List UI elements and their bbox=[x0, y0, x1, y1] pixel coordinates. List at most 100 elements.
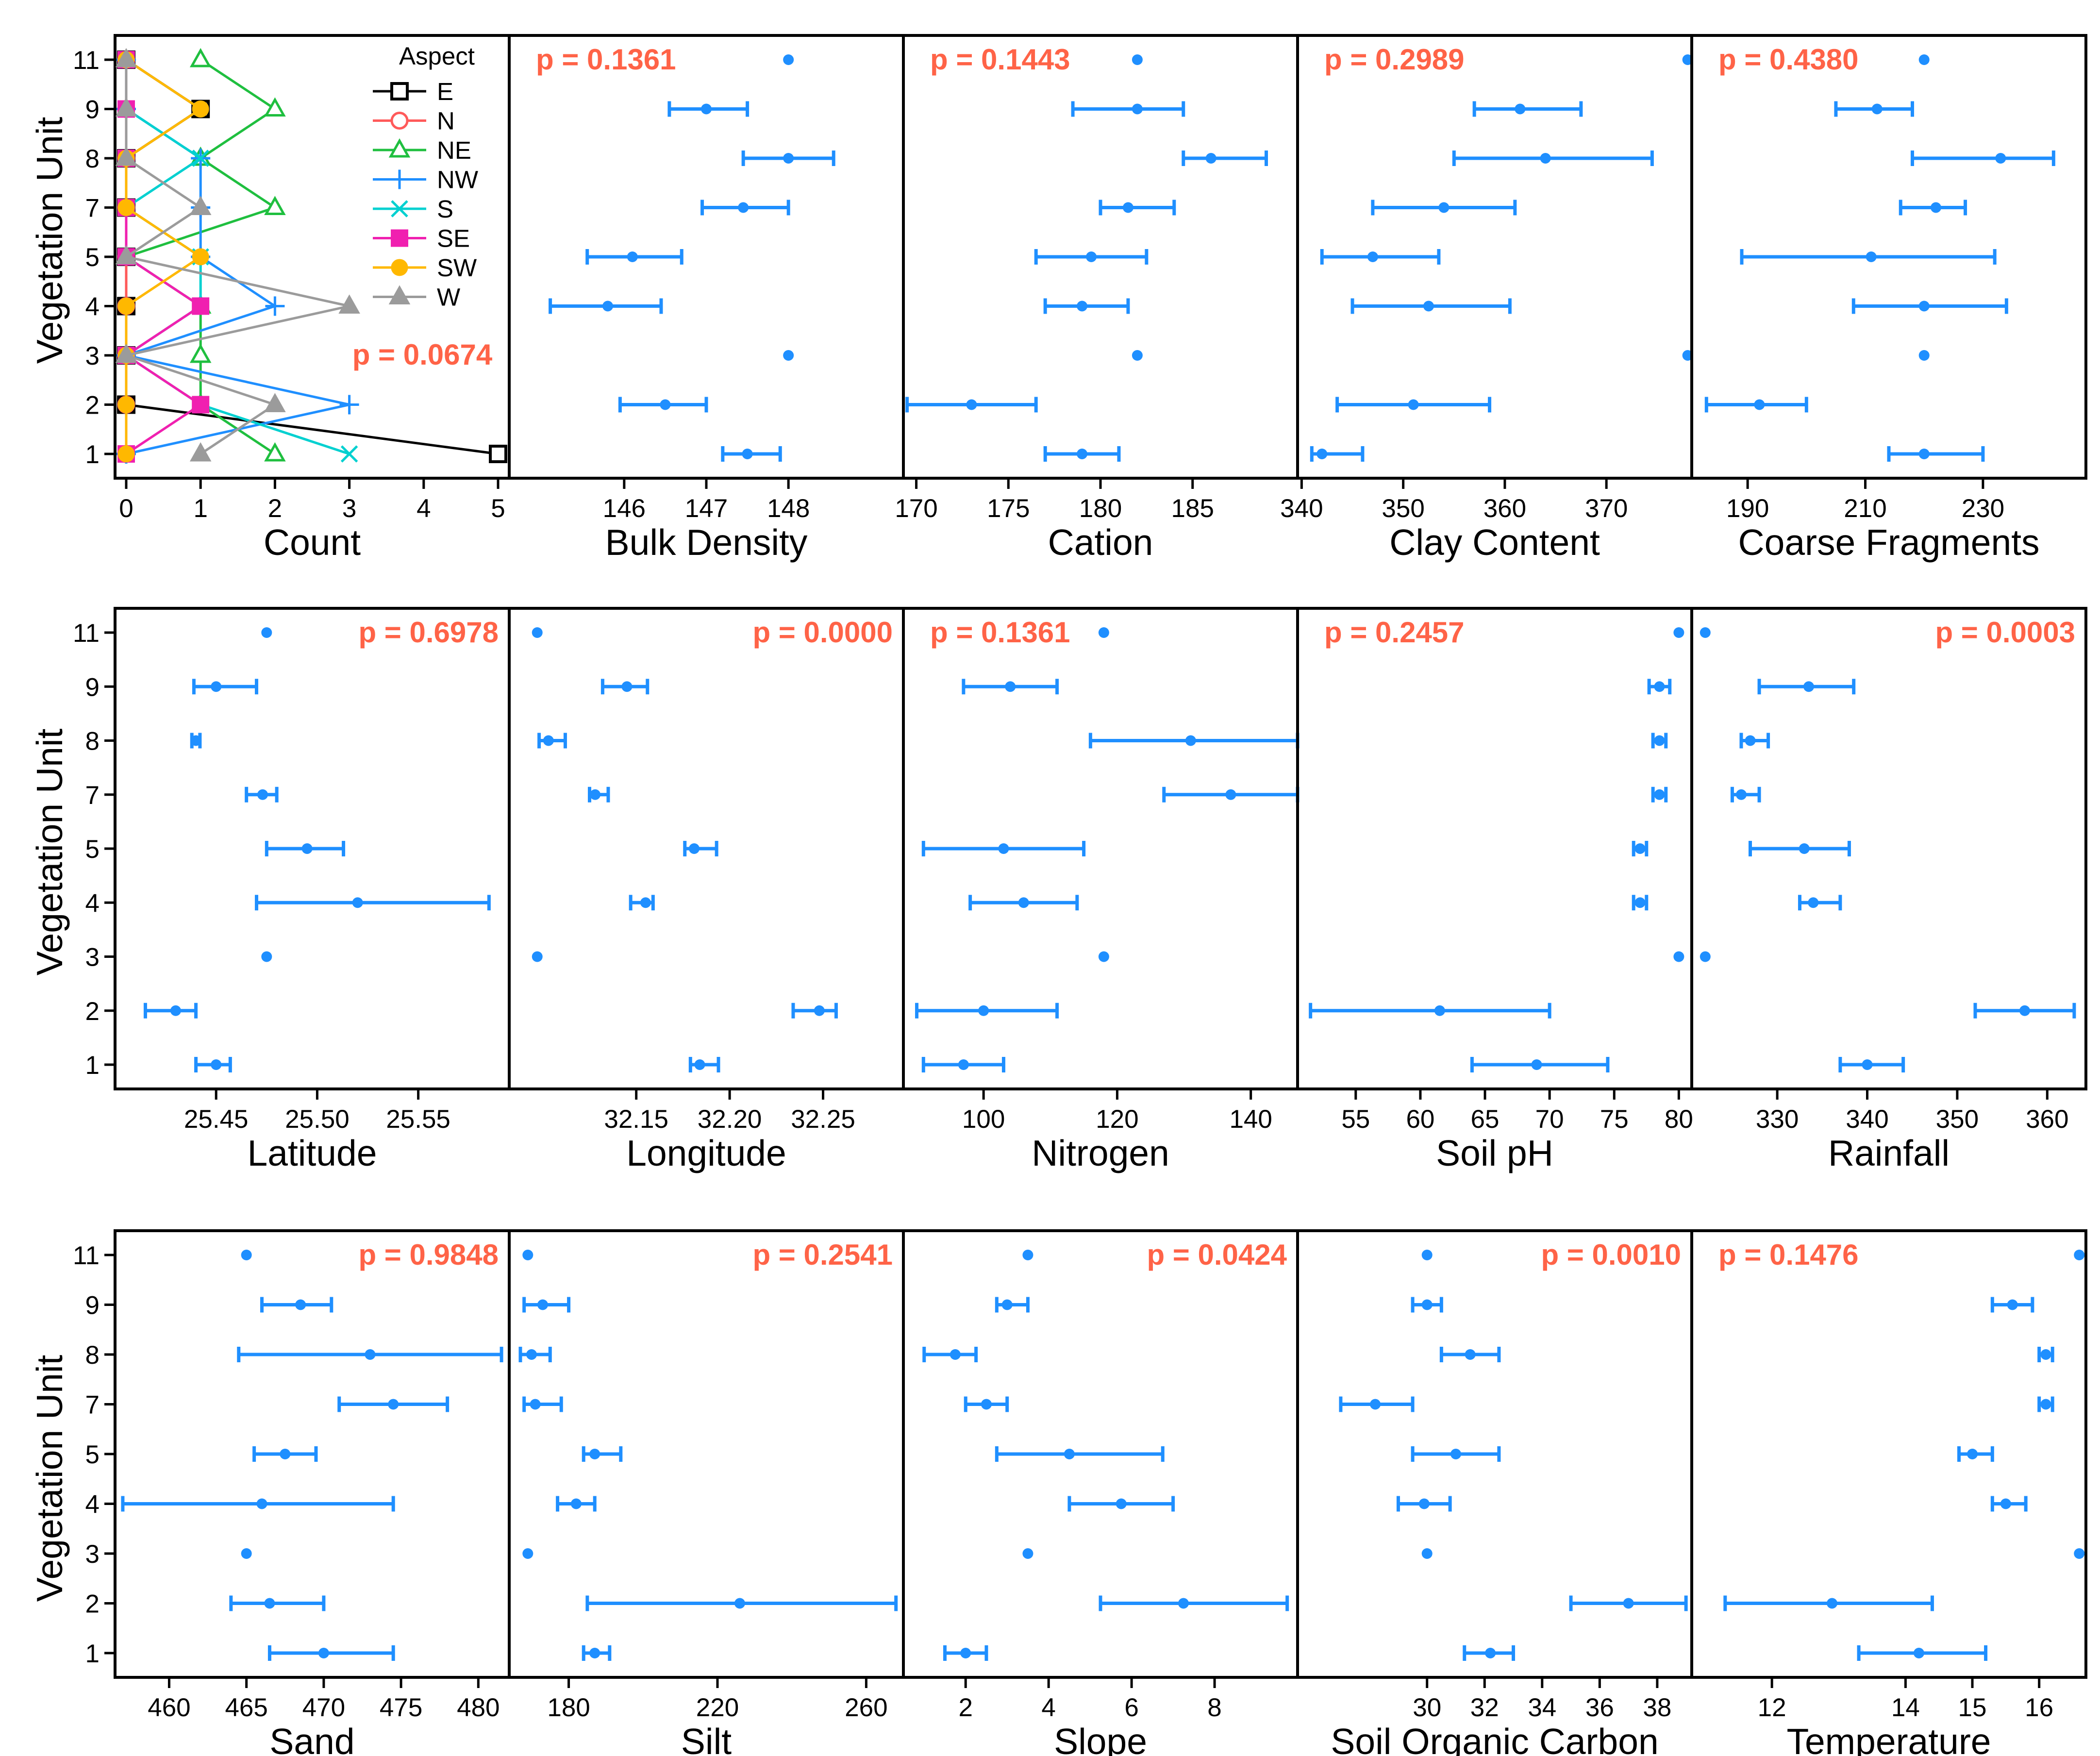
mean-point bbox=[1086, 251, 1097, 262]
x-tick-label: 460 bbox=[148, 1693, 190, 1722]
x-tick-label: 60 bbox=[1406, 1105, 1434, 1134]
series-marker-nw bbox=[265, 296, 285, 316]
mean-point bbox=[734, 1598, 745, 1609]
y-tick-label: 9 bbox=[85, 673, 100, 702]
x-tick-label: 260 bbox=[845, 1693, 887, 1722]
x-tick-label: 14 bbox=[1891, 1693, 1920, 1722]
p-value-label: p = 0.1443 bbox=[930, 43, 1070, 76]
p-value-label: p = 0.1476 bbox=[1718, 1238, 1859, 1271]
x-tick-label: 25.55 bbox=[386, 1105, 450, 1134]
y-tick-label: 7 bbox=[85, 194, 100, 223]
mean-point bbox=[241, 1548, 252, 1559]
y-tick-label: 7 bbox=[85, 781, 100, 810]
x-tick-label: 6 bbox=[1124, 1693, 1138, 1722]
mean-point bbox=[1421, 1250, 1433, 1260]
p-value-label: p = 0.0000 bbox=[752, 616, 893, 649]
mean-point bbox=[589, 1648, 600, 1658]
series-marker-w bbox=[338, 294, 360, 314]
panel-frame bbox=[1690, 607, 2087, 1090]
mean-point bbox=[532, 951, 543, 962]
mean-point bbox=[960, 1648, 971, 1658]
legend-swatch-marker bbox=[388, 285, 411, 304]
series-marker-ne bbox=[189, 343, 212, 363]
mean-point bbox=[1745, 735, 1756, 746]
mean-point bbox=[1122, 202, 1133, 213]
x-tick-label: 360 bbox=[2026, 1105, 2068, 1134]
x-tick-label: 140 bbox=[1229, 1105, 1272, 1134]
mean-point bbox=[1001, 1299, 1013, 1310]
mean-point bbox=[1700, 627, 1711, 638]
mean-point bbox=[1913, 1648, 1924, 1658]
panel-temperature: 12 14 15 16 Temperature p = 0.1476 bbox=[1690, 1229, 2087, 1756]
series-marker-sw bbox=[192, 100, 209, 117]
mean-point bbox=[241, 1250, 252, 1260]
mean-point bbox=[738, 202, 749, 213]
legend-label: S bbox=[437, 195, 453, 223]
mean-point bbox=[1654, 681, 1665, 692]
mean-point bbox=[1654, 735, 1665, 746]
series-marker-w bbox=[189, 196, 212, 215]
x-tick-label: 5 bbox=[491, 494, 505, 523]
series-marker-se bbox=[192, 396, 210, 414]
mean-point bbox=[537, 1299, 548, 1310]
x-axis-title: Longitude bbox=[626, 1133, 786, 1173]
mean-point bbox=[1700, 951, 1711, 962]
y-tick-label: 5 bbox=[85, 1440, 100, 1469]
x-tick-label: 75 bbox=[1600, 1105, 1629, 1134]
x-axis-title: Clay Content bbox=[1389, 522, 1600, 563]
mean-point bbox=[1485, 1648, 1496, 1658]
mean-point bbox=[526, 1349, 537, 1360]
mean-point bbox=[1673, 627, 1684, 638]
mean-point bbox=[1225, 789, 1236, 800]
mean-point bbox=[318, 1648, 329, 1658]
y-tick-label: 11 bbox=[73, 619, 100, 648]
legend-label: E bbox=[437, 78, 453, 105]
x-tick-label: 370 bbox=[1585, 494, 1628, 523]
mean-point bbox=[1408, 399, 1419, 410]
mean-point bbox=[1418, 1498, 1430, 1509]
y-tick-label: 7 bbox=[85, 1391, 100, 1420]
mean-point bbox=[1827, 1598, 1838, 1609]
x-tick-label: 330 bbox=[1756, 1105, 1799, 1134]
mean-point bbox=[1018, 897, 1029, 908]
mean-point bbox=[1531, 1059, 1542, 1070]
mean-point bbox=[1623, 1598, 1634, 1609]
x-tick-label: 465 bbox=[225, 1693, 267, 1722]
x-tick-label: 32.25 bbox=[791, 1105, 855, 1134]
legend-swatch-marker bbox=[391, 259, 408, 276]
mean-point bbox=[701, 103, 712, 115]
mean-point bbox=[295, 1299, 306, 1310]
p-value-label: p = 0.6978 bbox=[358, 616, 499, 649]
mean-point bbox=[1540, 153, 1551, 164]
series-marker-ne bbox=[264, 196, 286, 215]
mean-point bbox=[958, 1059, 969, 1070]
mean-point bbox=[742, 449, 753, 459]
mean-point bbox=[1735, 789, 1747, 800]
x-axis-title: Coarse Fragments bbox=[1738, 522, 2039, 563]
x-tick-label: 180 bbox=[1079, 494, 1122, 523]
y-tick-label: 11 bbox=[73, 46, 100, 75]
series-marker-w bbox=[115, 97, 137, 117]
mean-point bbox=[640, 897, 651, 908]
mean-point bbox=[261, 951, 272, 962]
legend-label: N bbox=[437, 107, 455, 135]
x-tick-label: 360 bbox=[1483, 494, 1526, 523]
y-tick-label: 5 bbox=[85, 243, 100, 272]
y-tick-label: 11 bbox=[73, 1241, 100, 1270]
y-tick-label: 3 bbox=[85, 342, 100, 370]
x-tick-label: 34 bbox=[1528, 1693, 1556, 1722]
legend-swatch-marker bbox=[390, 112, 409, 130]
mean-point bbox=[264, 1598, 275, 1609]
y-tick-label: 4 bbox=[85, 1490, 100, 1519]
mean-point bbox=[966, 399, 977, 410]
y-tick-label: 4 bbox=[85, 293, 100, 321]
x-tick-label: 147 bbox=[685, 494, 728, 523]
x-tick-label: 190 bbox=[1726, 494, 1769, 523]
mean-point bbox=[301, 843, 313, 854]
